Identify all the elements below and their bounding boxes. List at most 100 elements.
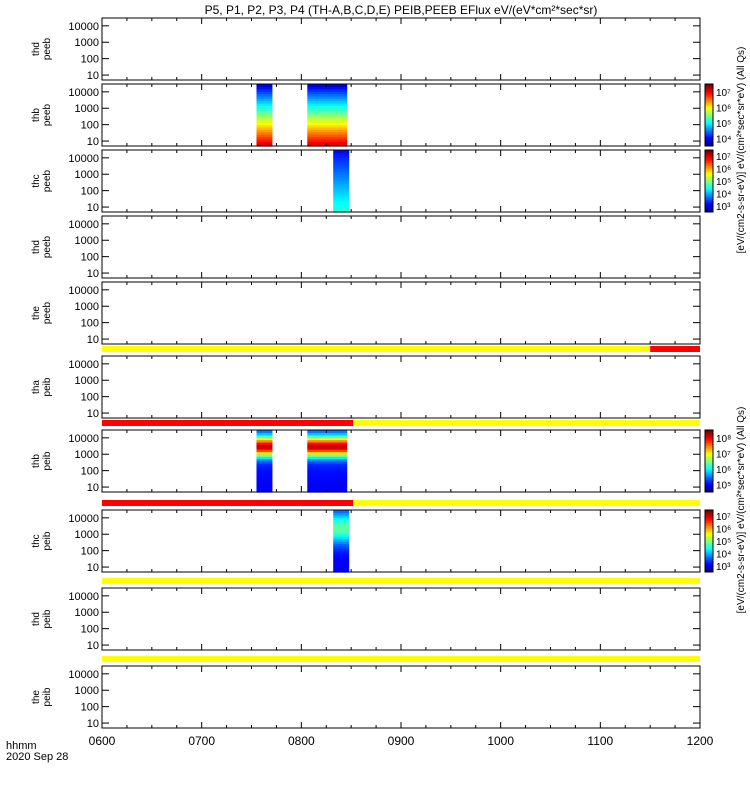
spectrogram-cell	[333, 531, 350, 535]
colorbar-cell	[705, 445, 713, 448]
colorbar-cell	[705, 138, 713, 141]
colorbar-cell	[705, 167, 713, 170]
y-tick-label: 100	[81, 702, 99, 714]
colorbar-cell	[705, 450, 713, 453]
colorbar-cell	[705, 545, 713, 548]
colorbar-cell	[705, 132, 713, 135]
spectrogram-cell	[307, 432, 348, 436]
colorbar-cell	[705, 443, 713, 446]
spectrogram-cell	[333, 159, 350, 163]
colorbar-cell	[705, 198, 713, 201]
colorbar-cell	[705, 541, 713, 544]
spectrogram-cell	[256, 95, 273, 99]
spectrogram-cell	[307, 430, 348, 433]
spectrogram-cell	[256, 124, 273, 128]
panel-label: thdpeeb	[31, 235, 53, 258]
spectrogram-cell	[307, 122, 348, 126]
mode-bar-segment	[650, 346, 700, 352]
colorbar-tick-label: 10³	[716, 562, 731, 573]
spectrogram-cell	[307, 93, 348, 97]
panel-label: thcpeeb	[31, 169, 53, 192]
y-tick-label: 10	[87, 408, 99, 420]
colorbar-cell	[705, 447, 713, 450]
spectrogram-cell	[307, 461, 348, 464]
spectrogram-cell	[333, 164, 350, 168]
colorbar-cell	[705, 542, 713, 545]
panel-label: thdpeeb	[31, 37, 53, 60]
colorbar-cell	[705, 464, 713, 467]
spectrogram-cell	[333, 183, 350, 187]
spectrogram-cell	[333, 560, 350, 564]
colorbar-cell	[705, 528, 713, 531]
spectrogram-cell	[307, 453, 348, 457]
panel-frame	[101, 587, 701, 651]
spectrogram-cell	[333, 543, 350, 547]
colorbar-cell	[705, 115, 713, 118]
colorbar-cell	[705, 436, 713, 439]
y-tick-label: 100	[81, 624, 99, 636]
colorbar-tick-label: 10⁷	[716, 449, 731, 460]
colorbar-cell	[705, 461, 713, 464]
spectrogram-cell	[307, 91, 348, 95]
spectrogram-cell	[333, 166, 350, 170]
colorbar-cell	[705, 437, 713, 440]
spectrogram-cell	[307, 456, 348, 460]
colorbar-cell	[705, 128, 713, 131]
colorbar-cell	[705, 462, 713, 465]
spectrogram-cell	[333, 161, 350, 165]
colorbar-tick-label: 10⁴	[716, 189, 731, 200]
colorbar-cell	[705, 122, 713, 125]
spectrogram-burst	[256, 84, 273, 147]
spectrogram-cell	[256, 134, 273, 138]
colorbar-tick-label: 10⁷	[716, 512, 731, 523]
colorbar-cell	[705, 108, 713, 111]
colorbar-cell	[705, 558, 713, 561]
spectrogram-cell	[256, 119, 273, 123]
spectrogram-cell	[256, 484, 273, 488]
spectrogram-cell	[256, 477, 273, 481]
colorbar-tick-label: 10⁸	[716, 434, 731, 445]
colorbar-cell	[705, 99, 713, 102]
panel-frame	[101, 281, 701, 345]
colorbar-cell	[705, 434, 713, 437]
colorbar-cell	[705, 201, 713, 204]
colorbar-cell	[705, 568, 713, 571]
panel-frame	[101, 215, 701, 279]
spectrogram-cell	[333, 176, 350, 180]
colorbar-cell	[705, 514, 713, 517]
colorbar-cell	[705, 567, 713, 570]
colorbar-cell	[705, 470, 713, 473]
y-tick-label: 1000	[75, 685, 99, 697]
colorbar-cell	[705, 453, 713, 456]
spectrogram-cell	[256, 453, 273, 457]
colorbar-cell	[705, 136, 713, 139]
y-tick-label: 1000	[75, 301, 99, 313]
colorbar-cell	[705, 471, 713, 474]
spectrogram-cell	[307, 143, 348, 147]
spectrogram-cell	[333, 202, 350, 206]
mode-bar-segment	[102, 578, 700, 584]
spectrogram-cell	[256, 115, 273, 118]
spectrogram-cell	[333, 169, 350, 173]
colorbar-cell	[705, 548, 713, 551]
spectrogram-cell	[256, 138, 273, 142]
spectrogram-cell	[333, 200, 350, 204]
panel-frame	[101, 17, 701, 81]
colorbar-cell	[705, 156, 713, 159]
y-tick-label: 100	[81, 120, 99, 132]
spectrogram-cell	[307, 98, 348, 102]
spectrogram-cell	[307, 441, 348, 445]
spectrogram-cell	[307, 451, 348, 455]
spectrogram-cell	[256, 461, 273, 464]
spectrogram-cell	[256, 468, 273, 472]
colorbar-tick-label: 10³	[716, 202, 731, 213]
colorbar-cell	[705, 479, 713, 482]
spectrogram-cell	[256, 432, 273, 436]
colorbar-tick-label: 10⁷	[716, 152, 731, 163]
spectrogram-cell	[307, 487, 348, 491]
colorbar-cell	[705, 150, 713, 153]
colorbar-tick-label: 10⁵	[716, 177, 731, 188]
spectrogram-cell	[256, 472, 273, 476]
spectrogram-cell	[307, 477, 348, 481]
spectrogram-cell	[256, 437, 273, 441]
